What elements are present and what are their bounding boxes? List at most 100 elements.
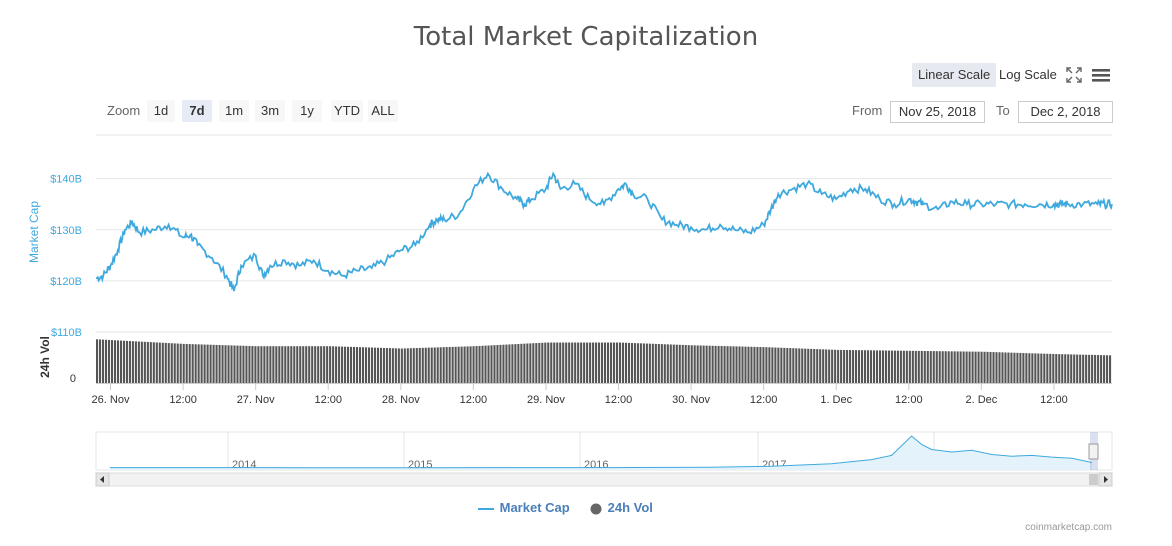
x-tick-label: 29. Nov	[527, 394, 565, 406]
volume-bar	[974, 351, 977, 383]
volume-bar	[293, 346, 296, 383]
x-tick-label: 12:00	[169, 394, 197, 406]
volume-bar	[176, 343, 179, 383]
volume-bar	[592, 342, 595, 383]
volume-bar	[630, 342, 633, 383]
volume-bar	[242, 345, 245, 383]
log-scale-button[interactable]: Log Scale	[999, 67, 1057, 82]
zoom-1m-button[interactable]: 1m	[219, 100, 249, 122]
volume-bar	[1100, 355, 1103, 383]
volume-bar	[487, 345, 490, 383]
navigator-line	[110, 435, 1093, 469]
volume-bar	[723, 346, 726, 383]
scroll-left-button[interactable]	[95, 472, 110, 487]
volume-bar	[1109, 355, 1112, 383]
scrollbar-thumb[interactable]	[1089, 474, 1098, 485]
volume-bar	[532, 343, 535, 383]
volume-bar	[490, 345, 493, 383]
volume-bar	[693, 345, 696, 383]
volume-bar	[1001, 352, 1004, 383]
volume-bar	[1106, 355, 1109, 383]
volume-bar	[783, 347, 786, 383]
volume-bar	[245, 345, 248, 383]
zoom-all-button[interactable]: ALL	[368, 100, 398, 122]
volume-bar	[119, 340, 122, 383]
volume-bar	[672, 344, 675, 383]
volume-bar	[977, 351, 980, 383]
volume-bar	[944, 351, 947, 383]
volume-bar	[657, 344, 660, 383]
volume-bar	[869, 350, 873, 383]
volume-bar	[642, 343, 645, 383]
zoom-ytd-button[interactable]: YTD	[331, 100, 363, 122]
volume-bar	[884, 350, 887, 383]
menu-icon[interactable]	[1092, 67, 1110, 83]
scroll-right-button[interactable]	[1098, 472, 1113, 487]
volume-bar	[544, 342, 547, 383]
volume-bar	[849, 350, 852, 383]
volume-bar	[1004, 352, 1007, 383]
x-tick-label: 12:00	[460, 394, 488, 406]
x-tick-label: 12:00	[1040, 394, 1068, 406]
volume-bar	[1034, 353, 1037, 383]
volume-bar	[367, 347, 371, 383]
volume-bar	[1037, 353, 1040, 383]
volume-bar	[206, 344, 209, 383]
x-tick-label: 30. Nov	[672, 394, 710, 406]
chevron-left-icon	[100, 476, 104, 483]
volume-bar	[866, 350, 870, 383]
volume-bar	[308, 346, 311, 383]
volume-bar	[436, 347, 439, 383]
zoom-7d-button[interactable]: 7d	[182, 100, 212, 122]
volume-bar	[989, 351, 992, 383]
volume-bar	[478, 345, 481, 383]
volume-bar	[388, 348, 391, 383]
volume-bar	[1025, 353, 1028, 383]
volume-bar	[612, 342, 616, 383]
volume-bar	[980, 351, 983, 383]
legend-volume[interactable]: 24h Vol	[590, 500, 653, 515]
navigator-handle[interactable]	[1088, 443, 1099, 460]
volume-bar	[690, 345, 693, 383]
volume-bar	[807, 348, 810, 383]
navigator[interactable]: 2014 2015 2016 2017 2018	[95, 431, 1113, 487]
volume-bar	[914, 350, 917, 383]
navigator-year-label: 2015	[408, 459, 432, 471]
volume-bar	[263, 346, 266, 383]
volume-bar	[442, 347, 445, 383]
zoom-3m-button[interactable]: 3m	[255, 100, 285, 122]
volume-bar	[750, 346, 753, 383]
volume-bar	[329, 346, 332, 383]
volume-bar	[651, 343, 654, 383]
zoom-1d-button[interactable]: 1d	[147, 100, 175, 122]
volume-bar	[920, 350, 923, 383]
volume-bar	[696, 345, 699, 383]
volume-bar	[188, 344, 191, 383]
volume-bar	[358, 347, 362, 383]
volume-bar	[565, 342, 568, 383]
volume-bar	[654, 343, 657, 383]
volume-bar	[645, 343, 648, 383]
volume-bar	[639, 343, 642, 383]
volume-bar	[125, 340, 128, 383]
volume-bar	[1028, 353, 1031, 383]
volume-bar	[834, 349, 837, 383]
zoom-1y-button[interactable]: 1y	[292, 100, 322, 122]
volume-bar	[881, 350, 884, 383]
grid-lines	[96, 134, 1112, 333]
volume-bar	[338, 346, 341, 383]
volume-bar	[1040, 353, 1043, 383]
volume-bar	[562, 342, 565, 383]
fullscreen-icon[interactable]	[1066, 67, 1082, 83]
to-date-input[interactable]: Dec 2, 2018	[1018, 101, 1113, 123]
linear-scale-button[interactable]: Linear Scale	[912, 63, 997, 87]
from-date-input[interactable]: Nov 25, 2018	[890, 101, 985, 123]
volume-bar	[756, 346, 759, 383]
volume-bar	[526, 343, 529, 383]
volume-bar	[932, 351, 935, 383]
volume-bar	[604, 342, 607, 383]
legend-market-cap[interactable]: Market Cap	[478, 500, 570, 515]
volume-bar	[953, 351, 956, 383]
volume-bar	[460, 346, 463, 383]
volume-bar	[1022, 353, 1025, 383]
